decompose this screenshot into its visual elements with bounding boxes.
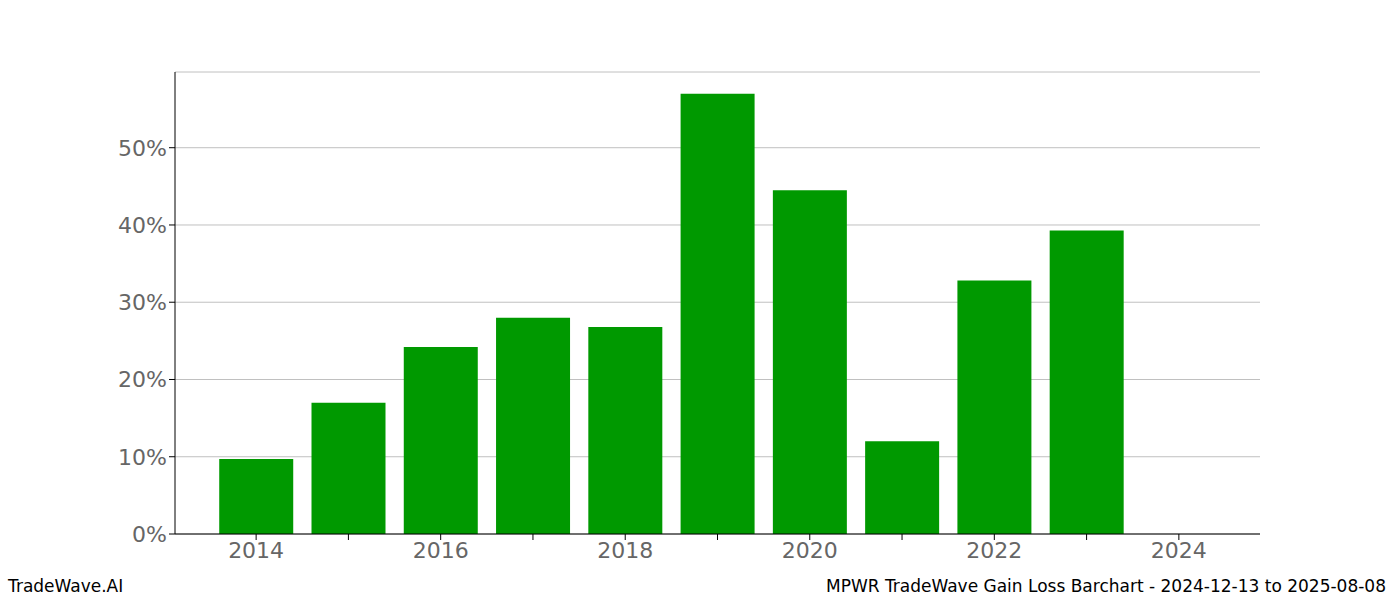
svg-text:2014: 2014 bbox=[228, 538, 284, 563]
svg-text:2016: 2016 bbox=[413, 538, 469, 563]
html-text:TradeWave.AI: TradeWave.AI bbox=[8, 576, 124, 596]
html-text:MPWR TradeWave Gain Loss Barch: MPWR TradeWave Gain Loss Barchart - 2024… bbox=[826, 576, 1386, 596]
svg-text:2018: 2018 bbox=[597, 538, 653, 563]
svg-text:0%: 0% bbox=[132, 522, 167, 547]
svg-text:50%: 50% bbox=[118, 136, 167, 161]
svg-text:2022: 2022 bbox=[966, 538, 1022, 563]
svg-text:2020: 2020 bbox=[782, 538, 838, 563]
svg-text:30%: 30% bbox=[118, 290, 167, 315]
svg-text:10%: 10% bbox=[118, 445, 167, 470]
svg-text:20%: 20% bbox=[118, 367, 167, 392]
svg-text:2024: 2024 bbox=[1151, 538, 1207, 563]
svg-text:40%: 40% bbox=[118, 213, 167, 238]
